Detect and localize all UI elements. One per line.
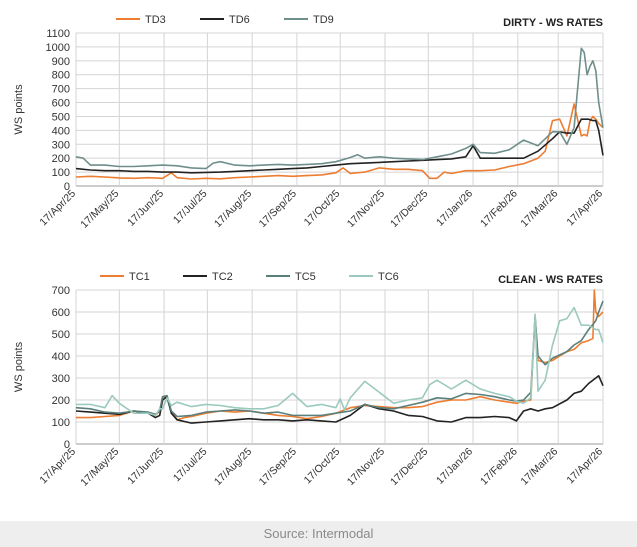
x-tick-label: 17/Mar/26 — [518, 446, 560, 488]
x-tick-label: 17/Jan/26 — [434, 188, 475, 229]
x-tick-label: 17/Apr/26 — [564, 446, 605, 487]
source-caption: Source: Intermodal — [263, 526, 374, 541]
plot-area: 0 100 200 300 400 500 600 700 17/Apr/25 17/May/25… — [37, 285, 605, 489]
series-line-tc6 — [76, 306, 604, 417]
series-line-td9 — [75, 47, 604, 170]
clean-ws-rates-chart: 0 100 200 300 400 500 600 700 17/Apr/25 17/May/25… — [13, 271, 605, 489]
x-tick-label: 17/May/25 — [78, 446, 121, 489]
x-tick-label: 17/Feb/26 — [478, 188, 520, 230]
y-tick-label: 400 — [52, 125, 70, 137]
legend-label-tc5: TC5 — [295, 271, 316, 283]
x-tick-label: 17/Mar/26 — [518, 188, 560, 230]
x-tick-label: 17/Dec/25 — [388, 446, 430, 488]
x-tick-label: 17/Sep/25 — [257, 446, 299, 488]
legend-label-tc1: TC1 — [129, 271, 150, 283]
series-line-td6 — [75, 118, 604, 174]
legend-label-td9: TD9 — [313, 14, 334, 26]
y-tick-label: 700 — [52, 84, 70, 96]
y-tick-label: 500 — [52, 111, 70, 123]
y-tick-label: 0 — [64, 439, 70, 451]
y-axis-label: WS points — [13, 84, 25, 135]
x-tick-label: 17/Apr/25 — [37, 188, 78, 229]
chart-frame: 0 100 200 300 400 500 600 700 800 900 1000 1100 17/A… — [0, 0, 637, 521]
legend-label-tc2: TC2 — [212, 271, 233, 283]
y-tick-label: 200 — [52, 395, 70, 407]
x-tick-label: 17/Feb/26 — [478, 446, 520, 488]
series-line-td3 — [75, 103, 604, 180]
x-tick-label: 17/Nov/25 — [345, 446, 387, 488]
x-tick-label: 17/Aug/25 — [212, 188, 254, 230]
y-tick-label: 400 — [52, 351, 70, 363]
x-tick-label: 17/Dec/25 — [388, 188, 430, 230]
y-tick-label: 100 — [52, 417, 70, 429]
legend-label-tc6: TC6 — [378, 271, 399, 283]
x-tick-label: 17/Aug/25 — [212, 446, 254, 488]
y-tick-label: 500 — [52, 329, 70, 341]
legend-label-td6: TD6 — [229, 14, 250, 26]
x-tick-label: 17/May/25 — [78, 188, 121, 231]
x-tick-label: 17/Oct/25 — [302, 188, 343, 229]
y-tick-label: 800 — [52, 70, 70, 82]
x-tick-label: 17/Apr/25 — [37, 446, 78, 487]
x-tick-label: 17/Jun/25 — [125, 188, 166, 229]
y-tick-label: 300 — [52, 139, 70, 151]
y-tick-label: 600 — [52, 98, 70, 110]
y-tick-label: 200 — [52, 153, 70, 165]
series-line-tc5 — [75, 300, 604, 418]
chart-title: DIRTY - WS RATES — [503, 17, 603, 29]
chart-title: CLEAN - WS RATES — [498, 274, 603, 286]
x-tick-label: 17/Jan/26 — [434, 446, 475, 487]
x-tick-label: 17/Jun/25 — [125, 446, 166, 487]
y-axis-label: WS points — [13, 341, 25, 392]
x-tick-label: 17/Oct/25 — [302, 446, 343, 487]
y-tick-label: 0 — [64, 181, 70, 193]
y-tick-label: 1000 — [46, 42, 70, 54]
legend-label-td3: TD3 — [145, 14, 166, 26]
x-tick-label: 17/Apr/26 — [564, 188, 605, 229]
y-tick-label: 100 — [52, 167, 70, 179]
x-tick-label: 17/Jul/25 — [171, 446, 210, 485]
y-tick-label: 600 — [52, 307, 70, 319]
y-tick-label: 700 — [52, 285, 70, 297]
x-tick-label: 17/Nov/25 — [345, 188, 387, 230]
x-tick-label: 17/Jul/25 — [171, 188, 210, 227]
x-tick-label: 17/Sep/25 — [257, 188, 299, 230]
y-tick-label: 900 — [52, 56, 70, 68]
y-tick-label: 1100 — [46, 28, 70, 40]
y-tick-label: 300 — [52, 373, 70, 385]
